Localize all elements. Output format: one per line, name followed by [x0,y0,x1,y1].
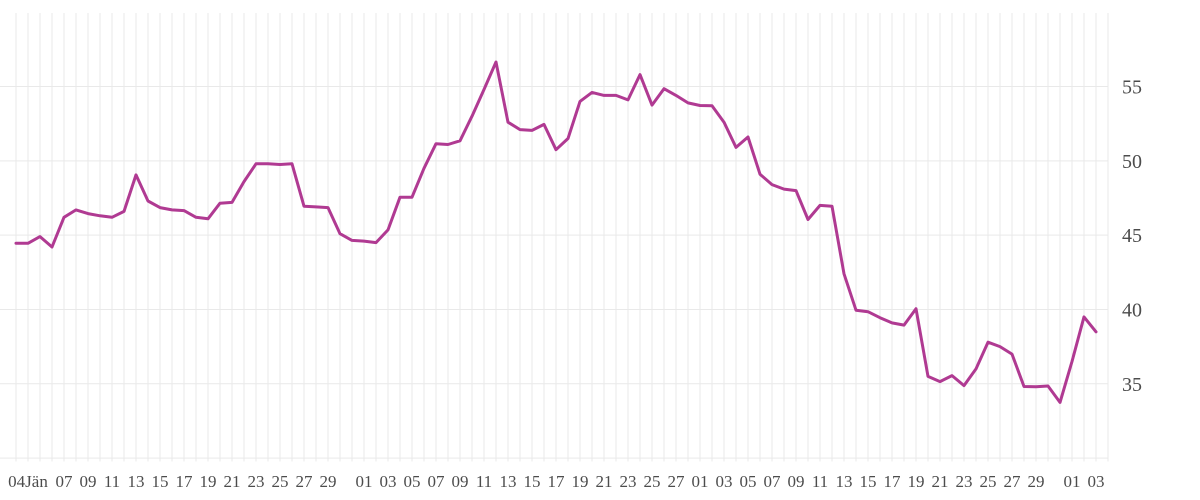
x-axis-label: 29 [320,472,337,491]
y-axis-labels: 55 50 45 40 35 [1122,77,1142,396]
x-axis-label: 23 [620,472,637,491]
x-axis-label: 13 [500,472,517,491]
x-axis-label: 15 [524,472,541,491]
x-axis-label: 19 [908,472,925,491]
x-axis-label: 15 [152,472,169,491]
x-axis-label: 13 [128,472,145,491]
x-axis-label: 09 [452,472,469,491]
x-axis-label: 03 [380,472,397,491]
x-axis-label: 19 [200,472,217,491]
x-axis-label: 23 [248,472,265,491]
x-axis-label: 07 [764,472,782,491]
x-axis-label: 07 [56,472,74,491]
x-axis-label: 03 [716,472,733,491]
grid-horizontal-lines [0,86,1108,459]
x-axis-label: 27 [668,472,686,491]
x-axis-label: 27 [1004,472,1022,491]
x-axis-label: 29 [1028,472,1045,491]
y-axis-label: 35 [1122,374,1142,396]
x-axis-label: 05 [404,472,421,491]
x-axis-label: 25 [272,472,289,491]
x-axis-label: 11 [104,472,120,491]
x-axis-label: 05 [740,472,757,491]
x-axis-label: 21 [596,472,613,491]
x-axis-label: 01 [692,472,709,491]
x-axis-label: 11 [476,472,492,491]
y-axis-label: 40 [1122,299,1142,321]
y-axis-label: 45 [1122,225,1142,247]
x-axis-label: 13 [836,472,853,491]
x-axis-label: 27 [296,472,314,491]
x-axis-label: 17 [884,472,902,491]
x-axis-label: 21 [224,472,241,491]
x-axis-label: 25 [644,472,661,491]
x-axis-label: 17 [176,472,194,491]
price-line-group [14,60,1098,404]
x-axis-label: 09 [80,472,97,491]
y-axis-label: 55 [1122,77,1142,99]
x-axis-label: 03 [1088,472,1105,491]
x-axis-labels: 04Jän 07 09 11 13 15 17 19 21 23 25 27 29 01 03 05 07 09 1… [8,472,1104,491]
grid-vertical-lines [15,13,1109,462]
x-axis-label: 25 [980,472,997,491]
x-axis-label: 17 [548,472,566,491]
x-axis-label: 01 [1064,472,1081,491]
x-axis-label: 21 [932,472,949,491]
x-axis-label: 09 [788,472,805,491]
y-axis-label: 50 [1122,151,1142,173]
x-axis-label: 19 [572,472,589,491]
x-axis-label: 07 [428,472,446,491]
x-axis-label: 11 [812,472,828,491]
x-axis-label: 15 [860,472,877,491]
x-axis-label: 04Jän [8,472,48,491]
x-axis-label: 01 [356,472,373,491]
x-axis-label: 23 [956,472,973,491]
price-line [14,60,1098,404]
